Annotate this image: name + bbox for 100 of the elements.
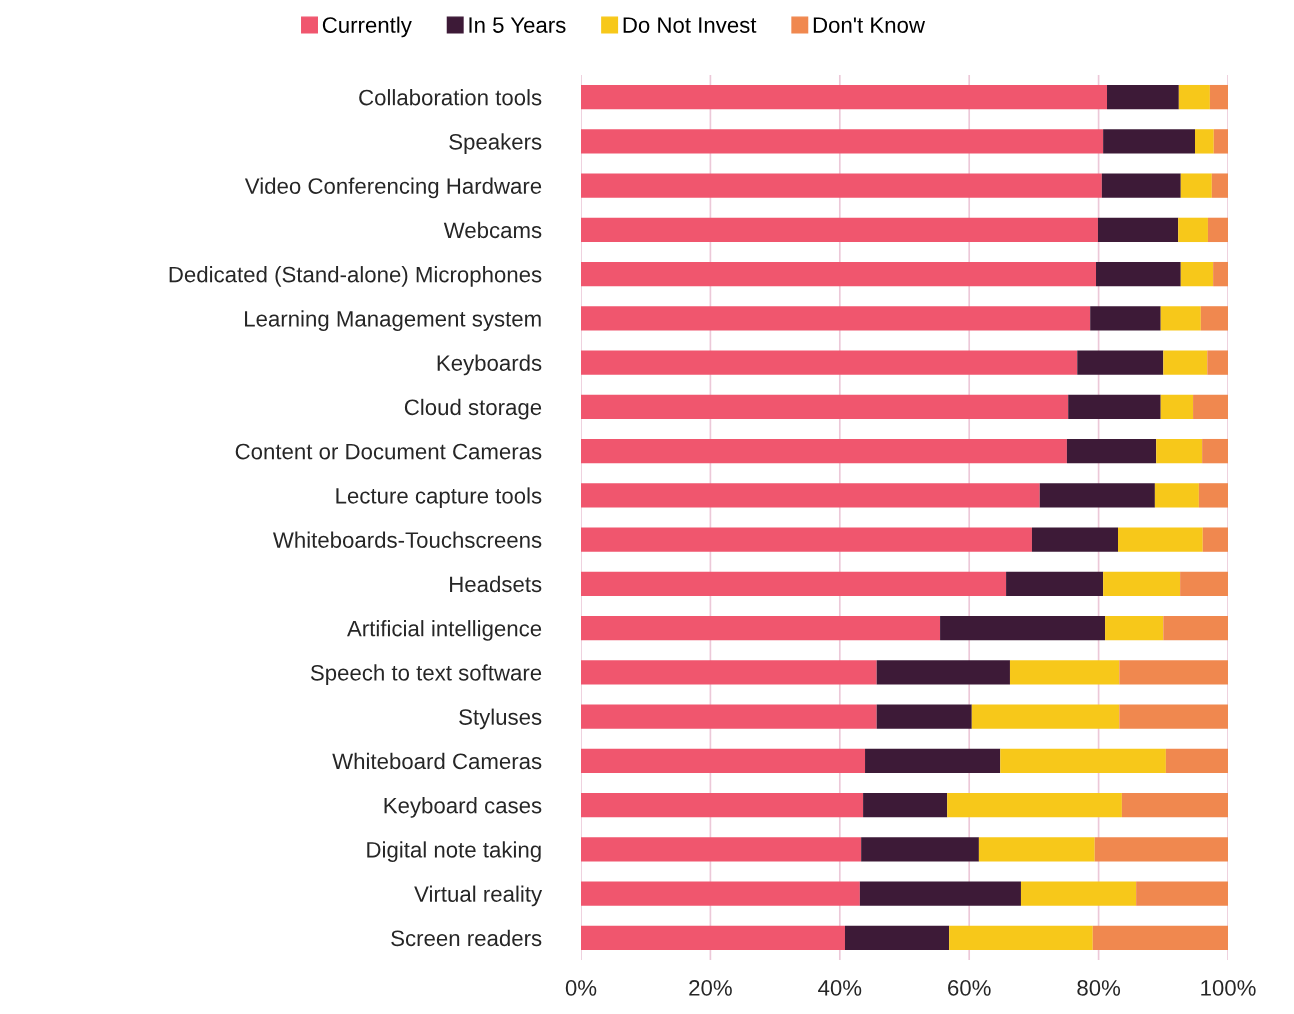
bar bbox=[581, 660, 877, 685]
bar bbox=[1000, 748, 1166, 774]
bar bbox=[978, 837, 1095, 862]
bar bbox=[863, 792, 948, 818]
legend-label: Currently bbox=[322, 16, 412, 38]
bar bbox=[1202, 438, 1228, 464]
bar bbox=[1165, 748, 1228, 774]
bar bbox=[1096, 261, 1181, 287]
bar bbox=[581, 615, 941, 641]
y-tick-label: Cloud storage bbox=[404, 398, 542, 420]
bar bbox=[581, 173, 1102, 198]
bar bbox=[1154, 483, 1199, 508]
bar bbox=[1200, 306, 1228, 331]
x-tick-label: 40% bbox=[818, 980, 862, 996]
bar bbox=[581, 792, 864, 818]
y-tick-label: Artificial intelligence bbox=[347, 620, 542, 641]
bar bbox=[1119, 704, 1228, 729]
bar bbox=[1006, 571, 1104, 597]
bar bbox=[581, 571, 1007, 597]
bar bbox=[1211, 173, 1228, 198]
bar bbox=[581, 129, 1104, 154]
bar bbox=[581, 837, 862, 862]
bar bbox=[1121, 792, 1228, 818]
bar bbox=[581, 217, 1098, 243]
bar bbox=[1101, 173, 1181, 198]
bar bbox=[1180, 173, 1212, 198]
y-tick-label: Video Conferencing Hardware bbox=[244, 177, 542, 199]
bar bbox=[1031, 527, 1119, 552]
bar bbox=[1213, 129, 1228, 154]
bar bbox=[947, 792, 1122, 818]
bar bbox=[971, 704, 1120, 729]
bar bbox=[1202, 527, 1228, 552]
y-tick-label: Dedicated (Stand-alone) Microphones bbox=[169, 266, 542, 287]
bar bbox=[1213, 261, 1228, 287]
bar bbox=[1092, 925, 1228, 951]
bar bbox=[1163, 615, 1228, 641]
bar bbox=[1136, 881, 1228, 906]
legend-label: Don't Know bbox=[813, 17, 926, 33]
y-tick-label: Whiteboard Cameras bbox=[332, 752, 542, 770]
y-tick-label: Virtual reality bbox=[414, 885, 543, 907]
bar bbox=[1094, 837, 1228, 862]
bar bbox=[1178, 84, 1210, 110]
bar bbox=[1118, 527, 1203, 552]
y-tick-label: Speakers bbox=[449, 133, 542, 155]
bar bbox=[1207, 217, 1228, 243]
bar bbox=[1077, 350, 1164, 375]
bar bbox=[1009, 660, 1120, 685]
bar bbox=[1068, 394, 1161, 420]
bar bbox=[1160, 306, 1201, 331]
legend-label: In 5 Years bbox=[469, 17, 566, 33]
x-tick-label: 100% bbox=[1201, 980, 1256, 996]
bar bbox=[876, 660, 1010, 685]
bar bbox=[1107, 84, 1179, 110]
bar bbox=[581, 748, 866, 774]
y-tick-label: Learning Management system bbox=[245, 310, 541, 332]
bar bbox=[581, 925, 845, 951]
bar bbox=[581, 438, 1067, 464]
bar bbox=[581, 261, 1097, 287]
x-tick-label: 60% bbox=[948, 980, 991, 996]
bar bbox=[1097, 217, 1179, 243]
bar bbox=[1207, 350, 1228, 375]
bar bbox=[1178, 217, 1208, 243]
bar bbox=[1160, 394, 1194, 420]
bar bbox=[1020, 881, 1137, 906]
y-tick-label: Digital note taking bbox=[367, 841, 541, 863]
bar bbox=[949, 925, 1093, 951]
y-tick-label: Styluses bbox=[459, 708, 542, 730]
bar bbox=[940, 615, 1106, 641]
bar bbox=[1103, 129, 1195, 154]
y-tick-label: Keyboards bbox=[437, 354, 542, 376]
bar bbox=[581, 483, 1040, 508]
bar bbox=[581, 84, 1108, 110]
y-tick-label: Screen readers bbox=[391, 929, 542, 947]
bar bbox=[1198, 483, 1228, 508]
x-tick-label: 80% bbox=[1077, 980, 1121, 996]
bar bbox=[865, 748, 1001, 774]
x-tick-label: 0% bbox=[565, 980, 597, 996]
bar bbox=[1105, 615, 1164, 641]
bar bbox=[1156, 438, 1203, 464]
bar bbox=[581, 394, 1069, 420]
y-tick-label: Lecture capture tools bbox=[336, 487, 542, 509]
bar bbox=[1066, 438, 1157, 464]
bar bbox=[1103, 571, 1181, 597]
bar bbox=[1119, 660, 1228, 685]
y-tick-label: Content or Document Cameras bbox=[235, 443, 542, 460]
bar bbox=[861, 837, 979, 862]
bar bbox=[1195, 129, 1214, 154]
y-tick-label: Headsets bbox=[450, 575, 542, 593]
bar bbox=[581, 350, 1078, 375]
x-tick-label: 20% bbox=[689, 980, 732, 996]
y-tick-label: Keyboard cases bbox=[384, 797, 542, 818]
bar bbox=[581, 704, 877, 729]
bar bbox=[581, 527, 1032, 552]
bar bbox=[844, 925, 950, 951]
bar bbox=[1209, 84, 1228, 110]
bar bbox=[1180, 571, 1228, 597]
legend-label: Do Not Invest bbox=[623, 17, 757, 33]
y-tick-label: Webcams bbox=[443, 221, 542, 239]
y-tick-label: Whiteboards-Touchscreens bbox=[272, 531, 542, 548]
bar bbox=[581, 881, 860, 906]
